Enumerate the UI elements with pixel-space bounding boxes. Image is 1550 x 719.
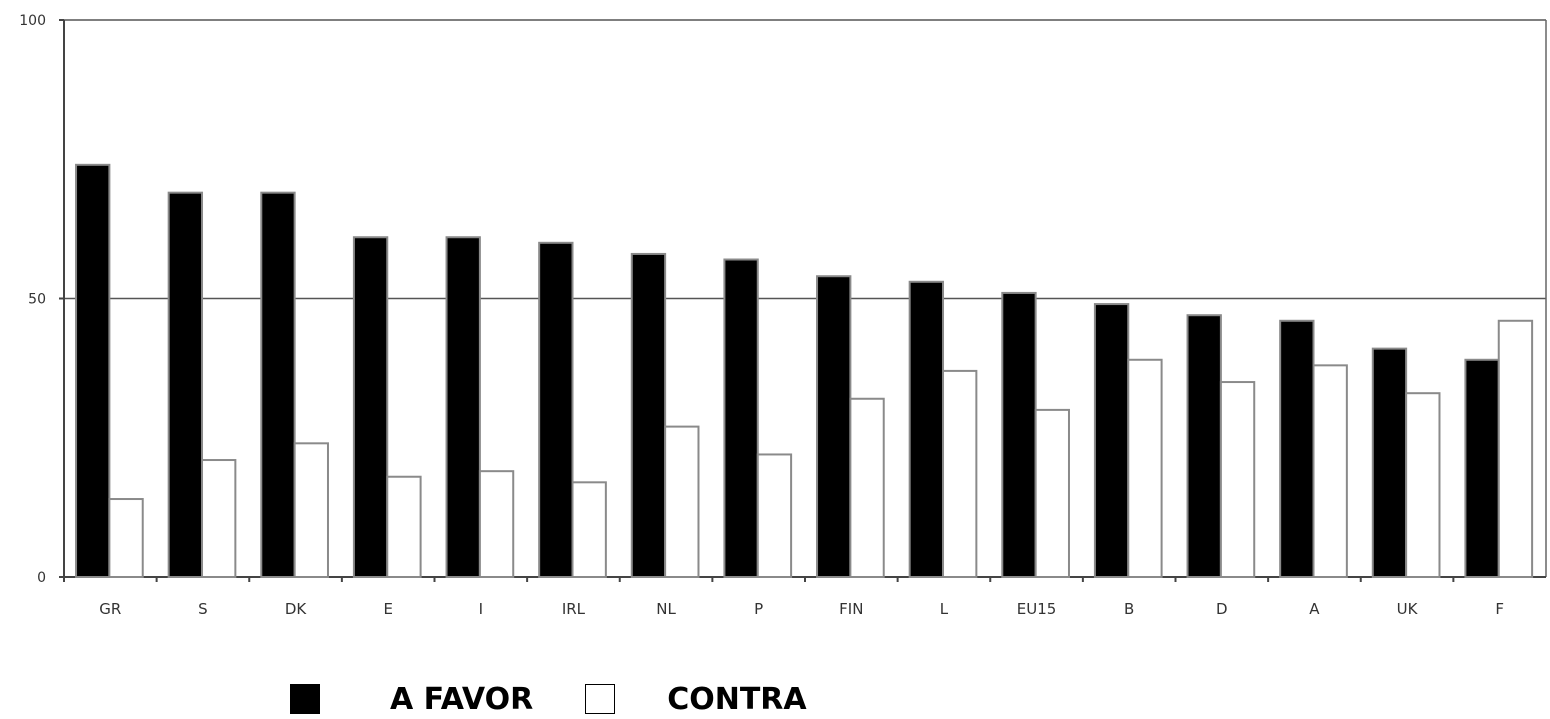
bar-favor-s bbox=[167, 191, 204, 578]
bar-favor-gr bbox=[75, 163, 111, 578]
bar-contra-s bbox=[201, 459, 237, 578]
x-tick-label-irl: IRL bbox=[562, 600, 586, 618]
bar-contra-dk bbox=[293, 442, 329, 578]
x-tick-label-nl: NL bbox=[656, 600, 676, 618]
x-tick-label-a: A bbox=[1309, 600, 1320, 618]
bar-chart: 0 50 100 GR S DK E I IRL NL P FIN L EU15 B D A UK F bbox=[19, 13, 1547, 618]
bar-contra-l bbox=[942, 369, 978, 578]
legend-item-contra: CONTRA bbox=[585, 681, 807, 717]
x-tick-label-i: I bbox=[479, 600, 483, 618]
bar-favor-a bbox=[1279, 319, 1315, 578]
bar-contra-f bbox=[1497, 319, 1534, 578]
x-tick-label-dk: DK bbox=[285, 600, 308, 618]
bar-contra-e bbox=[386, 475, 422, 578]
bar-contra-p bbox=[756, 453, 793, 578]
legend-swatch-favor bbox=[290, 684, 320, 714]
bar-contra-gr bbox=[108, 498, 144, 578]
bar-favor-p bbox=[723, 258, 759, 578]
bar-favor-d bbox=[1186, 314, 1222, 578]
x-tick-label-b: B bbox=[1124, 600, 1134, 618]
bar-favor-dk bbox=[260, 191, 296, 578]
bar-contra-i bbox=[478, 470, 515, 579]
legend-label-contra: CONTRA bbox=[667, 681, 807, 717]
bar-contra-eu15 bbox=[1034, 408, 1070, 578]
legend-item-favor: A FAVOR bbox=[290, 682, 533, 717]
bar-favor-nl bbox=[630, 252, 667, 578]
bar-favor-uk bbox=[1371, 347, 1408, 578]
legend-swatch-contra bbox=[585, 684, 616, 714]
x-tick-label-p: P bbox=[754, 600, 763, 618]
bar-contra-a bbox=[1312, 364, 1348, 578]
legend-label-favor: A FAVOR bbox=[390, 681, 534, 717]
bar-contra-b bbox=[1127, 358, 1163, 578]
bar-favor-b bbox=[1093, 303, 1130, 578]
bar-favor-e bbox=[352, 236, 389, 578]
y-tick-label-0: 0 bbox=[37, 570, 46, 586]
bar-contra-nl bbox=[664, 425, 700, 578]
x-tick-label-d: D bbox=[1216, 600, 1228, 618]
x-tick-label-f: F bbox=[1495, 600, 1504, 618]
x-tick-label-uk: UK bbox=[1397, 600, 1419, 618]
bar-favor-i bbox=[445, 236, 481, 578]
x-tick-label-l: L bbox=[940, 600, 949, 618]
bar-contra-d bbox=[1219, 381, 1256, 578]
x-tick-label-fin: FIN bbox=[839, 600, 863, 618]
bar-contra-irl bbox=[571, 481, 607, 578]
x-tick-label-gr: GR bbox=[99, 600, 121, 618]
x-tick-label-eu15: EU15 bbox=[1017, 600, 1057, 618]
bar-favor-irl bbox=[538, 241, 574, 579]
bar-favor-l bbox=[908, 280, 945, 578]
bar-contra-fin bbox=[849, 397, 885, 579]
legend: A FAVOR CONTRA bbox=[290, 680, 807, 718]
y-tick-label-50: 50 bbox=[28, 292, 46, 308]
bar-favor-eu15 bbox=[1001, 291, 1037, 578]
y-tick-label-100: 100 bbox=[19, 13, 46, 29]
x-tick-label-s: S bbox=[198, 600, 208, 618]
x-tick-label-e: E bbox=[383, 600, 392, 618]
bar-favor-f bbox=[1464, 358, 1500, 578]
bar-favor-fin bbox=[816, 275, 852, 578]
bar-contra-uk bbox=[1405, 392, 1441, 578]
